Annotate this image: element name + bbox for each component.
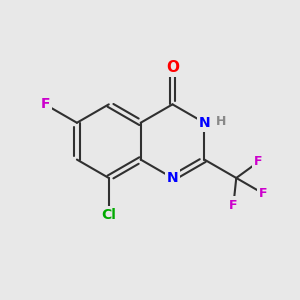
Text: O: O [166,60,179,75]
Text: F: F [254,155,262,169]
Text: N: N [199,116,210,130]
Text: F: F [40,98,50,111]
Text: N: N [167,171,178,185]
Text: H: H [216,115,226,128]
Text: F: F [259,187,268,200]
Text: Cl: Cl [101,208,116,222]
Text: F: F [229,199,238,212]
